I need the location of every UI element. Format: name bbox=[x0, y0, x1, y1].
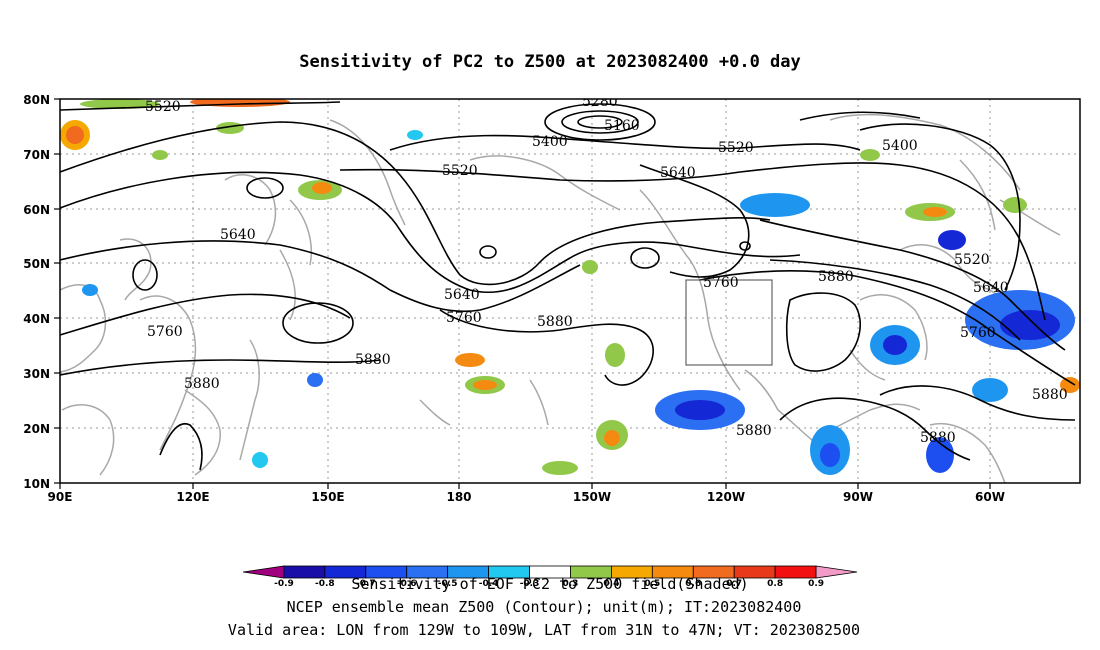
colorbar-tick-label: 0.5 bbox=[644, 579, 660, 589]
lon-label: 90W bbox=[843, 490, 873, 504]
colorbar-swatch bbox=[815, 565, 858, 579]
lat-label: 10N bbox=[23, 477, 50, 491]
contour-label: 5760 bbox=[446, 310, 482, 326]
contour-label: 5640 bbox=[444, 287, 480, 303]
contour-label: 5880 bbox=[736, 423, 772, 439]
contour-labels: 5520 5280 5160 5400 5520 5640 5400 5520 … bbox=[145, 94, 1068, 446]
contour-label: 5400 bbox=[882, 138, 918, 154]
colorbar-labels: -0.9 -0.8 -0.7 -0.6 -0.5 -0.4 -0.3 0.3 0.4 0.5 0.6… bbox=[274, 579, 824, 589]
lat-label: 60N bbox=[23, 203, 50, 217]
colorbar-tick-label: -0.4 bbox=[479, 579, 499, 589]
colorbar-tick-label: 0.9 bbox=[808, 579, 824, 589]
contour-label: 5640 bbox=[220, 227, 256, 243]
colorbar-tick-label: -0.6 bbox=[397, 579, 417, 589]
contour-label: 5760 bbox=[703, 275, 739, 291]
contour-label: 5760 bbox=[960, 325, 996, 341]
contour-label: 5880 bbox=[184, 376, 220, 392]
lon-label: 60W bbox=[975, 490, 1005, 504]
longitude-labels: 90E 120E 150E 180 150W 120W 90W 60W bbox=[48, 490, 1005, 504]
lon-label: 120E bbox=[176, 490, 209, 504]
graticule bbox=[60, 99, 1080, 483]
colorbar-tick-label: 0.4 bbox=[603, 579, 619, 589]
colorbar bbox=[242, 565, 858, 579]
colorbar-tick-label: 0.6 bbox=[685, 579, 701, 589]
contour-label: 5160 bbox=[604, 118, 640, 134]
tick-marks bbox=[54, 98, 991, 489]
contour-label: 5880 bbox=[1032, 387, 1068, 403]
colorbar-swatch bbox=[242, 565, 285, 579]
footer-line-2: NCEP ensemble mean Z500 (Contour); unit(… bbox=[287, 598, 802, 616]
latitude-labels: 80N 70N 60N 50N 40N 30N 20N 10N bbox=[23, 93, 50, 491]
colorbar-swatch bbox=[774, 565, 817, 579]
contour-label: 5520 bbox=[442, 163, 478, 179]
contour-label: 5640 bbox=[660, 165, 696, 181]
colorbar-swatch bbox=[283, 565, 326, 579]
colorbar-tick-label: 0.8 bbox=[767, 579, 783, 589]
lon-label: 150W bbox=[573, 490, 611, 504]
lon-label: 90E bbox=[48, 490, 73, 504]
lat-label: 40N bbox=[23, 312, 50, 326]
contour-label: 5880 bbox=[920, 430, 956, 446]
contour-label: 5760 bbox=[147, 324, 183, 340]
z500-contours bbox=[60, 101, 1076, 471]
contour-label: 5520 bbox=[954, 252, 990, 268]
map-title: Sensitivity of PC2 to Z500 at 2023082400… bbox=[299, 52, 801, 72]
contour-label: 5400 bbox=[532, 134, 568, 150]
lon-label: 150E bbox=[311, 490, 344, 504]
contour-label: 5880 bbox=[537, 314, 573, 330]
contour-label: 5640 bbox=[973, 280, 1009, 296]
lat-label: 30N bbox=[23, 367, 50, 381]
contour-label: 5880 bbox=[355, 352, 391, 368]
colorbar-tick-label: 0.7 bbox=[726, 579, 742, 589]
lon-label: 120W bbox=[707, 490, 745, 504]
contour-label: 5520 bbox=[145, 99, 181, 115]
lat-label: 70N bbox=[23, 148, 50, 162]
valid-area-box bbox=[685, 279, 773, 366]
contour-label: 5880 bbox=[818, 269, 854, 285]
contour-label: 5520 bbox=[718, 140, 754, 156]
colorbar-tick-label: -0.7 bbox=[356, 579, 376, 589]
lat-label: 20N bbox=[23, 422, 50, 436]
lat-label: 50N bbox=[23, 257, 50, 271]
colorbar-tick-label: -0.8 bbox=[315, 579, 335, 589]
lat-label: 80N bbox=[23, 93, 50, 107]
footer-line-3: Valid area: LON from 129W to 109W, LAT f… bbox=[228, 621, 860, 639]
footer-line-1: Sensitivity of EOF PC2 to Z500 field(Sha… bbox=[351, 575, 748, 593]
lon-label: 180 bbox=[446, 490, 471, 504]
map-panel: 5520 5280 5160 5400 5520 5640 5400 5520 … bbox=[60, 94, 1080, 483]
colorbar-tick-label: -0.3 bbox=[520, 579, 540, 589]
colorbar-tick-label: -0.5 bbox=[438, 579, 458, 589]
contour-label: 5280 bbox=[582, 94, 618, 110]
colorbar-tick-label: 0.3 bbox=[562, 579, 578, 589]
colorbar-tick-label: -0.9 bbox=[274, 579, 294, 589]
map-frame bbox=[59, 98, 1081, 484]
